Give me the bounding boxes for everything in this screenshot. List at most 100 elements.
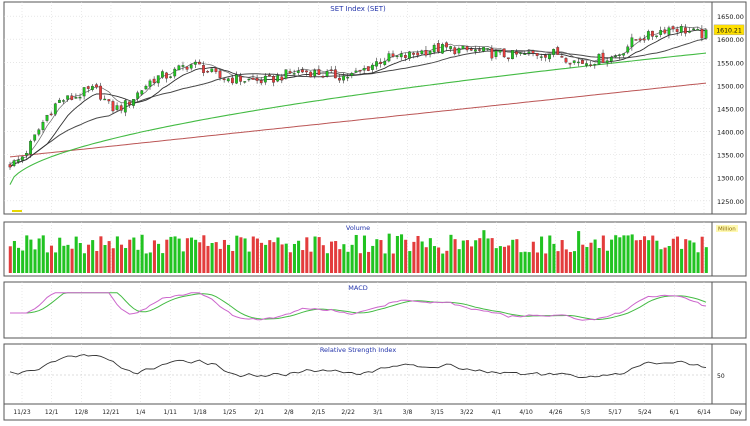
candle bbox=[366, 66, 370, 71]
volume-bar bbox=[17, 247, 21, 273]
candle bbox=[115, 105, 119, 110]
volume-bar bbox=[227, 244, 231, 273]
volume-bar bbox=[198, 242, 202, 273]
volume-bar bbox=[498, 246, 502, 273]
candle bbox=[169, 76, 172, 78]
volume-bar bbox=[671, 238, 675, 273]
volume-bar bbox=[206, 245, 210, 273]
volume-bar bbox=[292, 243, 296, 273]
x-tick-label: 6/1 bbox=[670, 409, 680, 416]
candle bbox=[383, 61, 387, 65]
candle bbox=[181, 65, 185, 67]
x-tick-label: 3/15 bbox=[430, 409, 444, 416]
volume-bar bbox=[255, 238, 259, 273]
candle bbox=[74, 97, 78, 99]
candle bbox=[280, 76, 284, 81]
volume-bar bbox=[309, 251, 313, 273]
volume-bar bbox=[428, 238, 432, 273]
candle bbox=[589, 64, 593, 66]
candle bbox=[408, 51, 411, 59]
candle bbox=[445, 42, 448, 48]
candle bbox=[333, 69, 337, 79]
candle bbox=[350, 73, 354, 76]
candle bbox=[667, 27, 671, 35]
candle bbox=[177, 65, 181, 71]
candle bbox=[618, 54, 621, 56]
candle bbox=[214, 68, 218, 72]
volume-bar bbox=[140, 234, 144, 273]
candle bbox=[268, 74, 271, 77]
candle bbox=[679, 26, 683, 33]
volume-bar bbox=[564, 249, 568, 273]
volume-bar bbox=[572, 251, 577, 273]
candle bbox=[136, 92, 140, 99]
volume-bar bbox=[684, 239, 688, 273]
candle bbox=[243, 81, 247, 83]
volume-bar bbox=[111, 248, 115, 273]
volume-bar bbox=[531, 241, 535, 273]
x-tick-label: 1/11 bbox=[164, 409, 178, 416]
volume-bar bbox=[511, 239, 515, 273]
volume-bar bbox=[330, 241, 334, 273]
x-tick-label: 6/14 bbox=[697, 409, 711, 416]
candle bbox=[548, 54, 551, 60]
candle bbox=[597, 54, 601, 65]
candle bbox=[276, 75, 280, 82]
volume-bar bbox=[362, 235, 367, 273]
volume-bar bbox=[371, 245, 375, 273]
candle bbox=[255, 78, 259, 81]
volume-bar bbox=[519, 252, 523, 273]
volume-bar bbox=[136, 249, 140, 273]
volume-bar bbox=[465, 240, 469, 273]
volume-bar bbox=[593, 239, 597, 273]
candle bbox=[614, 55, 617, 58]
volume-bar bbox=[424, 247, 428, 273]
volume-bar bbox=[486, 238, 490, 273]
price-tick-label: 1250.00 bbox=[717, 198, 744, 206]
volume-bar bbox=[544, 253, 548, 273]
volume-bar bbox=[33, 249, 37, 273]
x-tick-label: 4/10 bbox=[519, 409, 533, 416]
volume-bar bbox=[704, 247, 708, 273]
candle bbox=[626, 46, 630, 53]
candle bbox=[696, 29, 700, 31]
candle bbox=[638, 38, 642, 41]
volume-bar bbox=[515, 239, 519, 273]
candle bbox=[239, 75, 243, 82]
candle bbox=[387, 53, 391, 62]
volume-bar bbox=[173, 236, 177, 273]
volume-bar bbox=[148, 252, 152, 273]
candle bbox=[609, 56, 613, 62]
volume-bar bbox=[408, 251, 412, 273]
volume-bar bbox=[568, 252, 572, 273]
candle bbox=[371, 64, 374, 70]
volume-bar bbox=[655, 240, 659, 273]
price-tick-label: 1500.00 bbox=[717, 82, 744, 90]
last-value-label: 1610.21 bbox=[716, 27, 742, 34]
volume-bar bbox=[276, 237, 280, 273]
candle bbox=[576, 61, 580, 64]
candle bbox=[128, 101, 131, 105]
volume-bar bbox=[338, 249, 342, 273]
rsi-line bbox=[9, 354, 707, 378]
volume-bar bbox=[659, 249, 663, 273]
x-tick-label: 12/8 bbox=[75, 409, 89, 416]
macd-line bbox=[10, 292, 707, 321]
volume-bar bbox=[490, 238, 494, 273]
volume-bar bbox=[412, 241, 416, 273]
volume-bar bbox=[119, 244, 124, 273]
volume-bar bbox=[523, 251, 527, 273]
x-tick-label: 11/23 bbox=[13, 409, 30, 416]
candle bbox=[605, 60, 609, 63]
candle bbox=[354, 70, 358, 73]
x-tick-label: 2/8 bbox=[284, 409, 294, 416]
volume-bar bbox=[231, 250, 235, 273]
candle bbox=[222, 78, 226, 81]
candle bbox=[630, 37, 634, 48]
volume-bar bbox=[49, 245, 54, 273]
volume-bar bbox=[395, 235, 399, 273]
candle bbox=[20, 156, 24, 161]
volume-bar bbox=[474, 240, 478, 273]
volume-bar bbox=[507, 245, 511, 273]
